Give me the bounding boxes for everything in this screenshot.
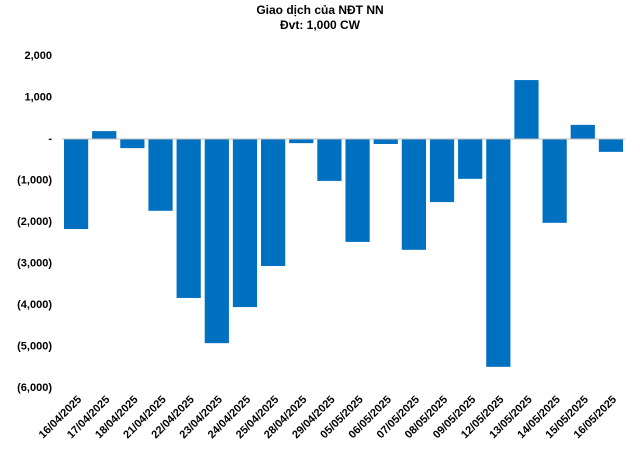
bar — [542, 139, 567, 223]
y-tick-label: (2,000) — [17, 216, 52, 228]
bar — [458, 139, 483, 179]
y-tick-label: (5,000) — [17, 340, 52, 352]
chart-title: Giao dịch của NĐT NN — [256, 3, 383, 17]
bar — [373, 139, 398, 144]
bar — [63, 139, 89, 230]
chart-subtitle: Đvt: 1,000 CW — [280, 18, 361, 32]
y-tick-label: (3,000) — [17, 257, 52, 269]
bar — [401, 139, 426, 250]
bar — [120, 139, 145, 149]
bar — [598, 139, 624, 152]
bar — [570, 124, 595, 139]
bar — [514, 80, 539, 139]
y-tick-label: (4,000) — [17, 299, 52, 311]
bar — [429, 139, 455, 203]
y-tick-label: (1,000) — [17, 174, 52, 186]
y-tick-label: 1,000 — [24, 91, 52, 103]
bar — [317, 139, 342, 181]
bar — [232, 139, 258, 308]
y-tick-label: - — [48, 133, 52, 145]
bar — [289, 139, 314, 144]
bar — [486, 139, 511, 367]
bar — [92, 131, 117, 139]
bar — [345, 139, 370, 242]
bar — [204, 139, 229, 344]
y-tick-label: 2,000 — [24, 50, 52, 62]
bar — [148, 139, 173, 211]
bar — [261, 139, 286, 266]
y-tick-label: (6,000) — [17, 382, 52, 394]
bar — [176, 139, 201, 298]
